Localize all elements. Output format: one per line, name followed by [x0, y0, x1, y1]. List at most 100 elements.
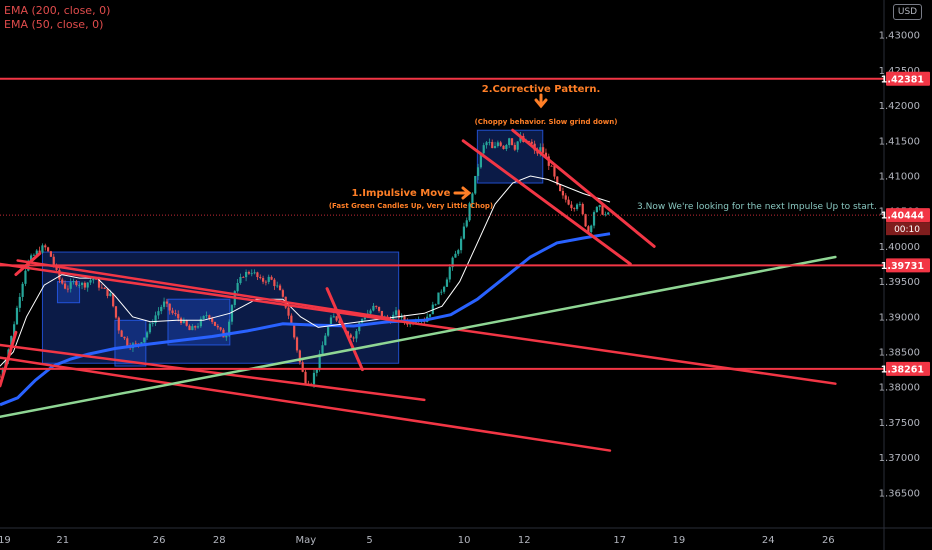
price-tick-label: 1.39500: [879, 277, 920, 288]
candle-body: [143, 337, 146, 343]
candle-body: [211, 318, 214, 322]
candle-body: [100, 287, 103, 289]
candle-body: [165, 301, 168, 304]
candle-body: [592, 212, 596, 226]
legend-ema50[interactable]: EMA (50, close, 0): [4, 18, 104, 31]
candle-body: [329, 317, 333, 327]
ema-layer: [0, 175, 611, 407]
candle-body: [564, 195, 567, 200]
candle-body: [287, 307, 290, 316]
annotation-text: 2.Corrective Pattern.: [482, 84, 601, 95]
currency-button[interactable]: USD: [893, 4, 922, 20]
candle-body: [63, 283, 67, 289]
candle-body: [253, 272, 256, 274]
price-label-text: 1.38261: [881, 364, 924, 375]
candle-body: [72, 281, 75, 283]
candle-body: [13, 324, 16, 336]
candle-body: [570, 204, 573, 209]
candle-body: [117, 317, 120, 331]
candle-body: [21, 283, 24, 297]
candle-body: [372, 305, 375, 311]
candle-body: [493, 146, 497, 149]
candle-body: [474, 175, 477, 194]
candle-body: [457, 250, 460, 254]
green-trend-line: [0, 255, 837, 419]
time-tick-label: May: [296, 535, 317, 546]
candle-body: [601, 205, 604, 215]
candle-body: [295, 337, 299, 351]
candle-body: [527, 141, 531, 142]
candle-body: [174, 313, 177, 315]
candle-body: [205, 315, 208, 317]
zone-box: [56, 281, 81, 304]
candle-body: [92, 278, 95, 281]
candle-body: [462, 226, 466, 239]
time-tick-label: 21: [56, 535, 69, 546]
candle-body: [332, 316, 335, 318]
candle-body: [160, 306, 163, 312]
candle-body: [510, 138, 514, 145]
zones-layer: [41, 129, 544, 367]
candle-body: [321, 345, 324, 354]
candle-body: [83, 282, 86, 288]
price-tick-label: 1.38500: [879, 348, 920, 359]
candle-body: [553, 165, 556, 177]
candle-body: [44, 245, 47, 248]
candle-body: [208, 315, 211, 319]
price-tick-label: 1.41500: [879, 136, 920, 147]
candle-body: [505, 145, 508, 150]
candle-body: [15, 307, 19, 325]
candle-body: [259, 277, 262, 279]
candle-body: [245, 271, 248, 278]
arrow-down-icon: [534, 93, 548, 109]
candle-body: [228, 321, 231, 336]
price-tick-label: 1.42500: [879, 66, 920, 77]
candle-body: [123, 336, 126, 339]
candle-body: [290, 315, 293, 326]
time-tick-label: 5: [366, 535, 372, 546]
price-tick-label: 1.39000: [879, 312, 920, 323]
price-axis[interactable]: 1.430001.425001.420001.415001.410001.405…: [879, 31, 930, 500]
candle-body: [168, 303, 171, 311]
candle-body: [38, 250, 41, 253]
candle-body: [403, 316, 406, 322]
candle-body: [58, 269, 61, 280]
candle-body: [448, 267, 451, 280]
candle-body: [225, 335, 228, 338]
candle-body: [349, 334, 352, 338]
candle-body: [134, 343, 137, 345]
price-label-text: 1.40444: [881, 211, 925, 222]
candle-body: [182, 320, 185, 324]
candle-body: [95, 278, 98, 280]
price-label-tag: [886, 71, 930, 86]
candle-body: [587, 226, 590, 233]
candle-body: [270, 276, 273, 280]
candle-body: [304, 371, 307, 384]
candle-body: [154, 315, 157, 324]
candle-body: [219, 327, 222, 330]
time-axis[interactable]: 19 21 26 28 May 5 10 12 17 19 24 26: [0, 535, 835, 546]
time-tick-label: 10: [458, 535, 471, 546]
countdown-tag: [886, 222, 930, 236]
candle-body: [471, 193, 474, 204]
candle-body: [247, 271, 251, 274]
ema50-line: [0, 175, 611, 367]
candle-body: [530, 141, 533, 144]
candle-body: [145, 332, 149, 338]
candle-body: [377, 306, 381, 311]
candle-body: [327, 326, 330, 336]
annotation-text: (Choppy behavior. Slow grind down): [475, 118, 618, 126]
red-trend-line: [325, 287, 364, 372]
candle-body: [318, 353, 321, 369]
candle-body: [293, 325, 296, 338]
candle-body: [312, 372, 316, 385]
indicator-legend: EMA (200, close, 0) EMA (50, close, 0): [4, 4, 110, 32]
candle-body: [188, 325, 191, 331]
candle-body: [499, 142, 502, 146]
red-trend-line: [511, 128, 656, 248]
candle-body: [30, 255, 33, 261]
candle-body: [519, 136, 522, 142]
candle-body: [0, 376, 2, 378]
legend-ema200[interactable]: EMA (200, close, 0): [4, 4, 111, 17]
